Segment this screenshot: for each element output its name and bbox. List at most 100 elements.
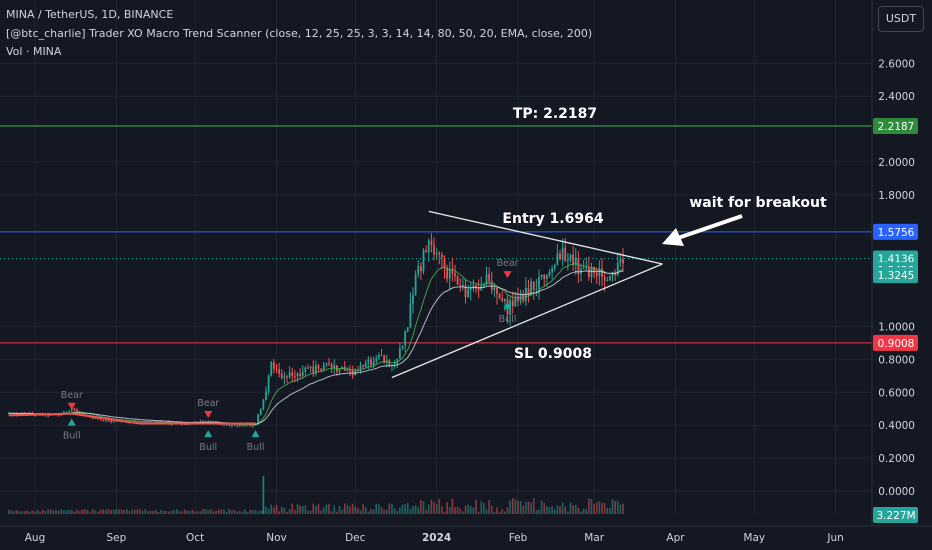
candle-body [566,259,569,261]
candle-body [396,358,399,364]
volume-bar [462,511,464,514]
volume-bar [556,505,559,514]
candle-body [309,366,312,368]
volume-bar [493,511,496,514]
candle-body [144,421,147,423]
volume-bar [343,503,346,514]
volume-bar [469,506,472,514]
volume-bar [514,499,517,514]
volume-bar [417,507,420,514]
candle-body [572,254,575,265]
volume-bar [406,502,409,514]
volume-bar [81,509,84,514]
volume-bar [280,506,283,514]
volume-bar [110,510,112,514]
candle-body [619,258,622,263]
volume-bar [168,511,170,514]
volume-bar [464,505,467,514]
candle-body [356,370,359,372]
candle-body [598,268,601,277]
volume-bar [47,509,49,514]
breakout-arrow-shaft [677,214,743,240]
volume-bar [149,510,152,514]
candle-body [543,274,546,279]
candle-body [461,285,464,287]
price-tag-text: 2.2187 [878,121,915,133]
volume-bar [553,509,556,514]
volume-bar [317,504,320,514]
volume-bar [454,507,456,514]
volume-bar [126,509,128,514]
volume-bar [212,511,215,514]
volume-bar [427,504,430,514]
candle-body [304,367,307,372]
candle-body [307,367,309,369]
x-tick-label: Sep [106,532,126,544]
volume-bar [606,507,609,514]
price-tag-text: 0.9008 [878,338,915,350]
volume-legend[interactable]: Vol · MINA [6,45,62,58]
volume-bar [21,511,23,514]
volume-bar [509,500,511,514]
candle-body [603,277,606,281]
x-tick-label: Apr [666,532,685,544]
candle-body [464,285,467,298]
volume-bar [425,509,427,514]
volume-bar [380,507,383,514]
candle-body [404,331,407,346]
candle-body [83,413,86,415]
volume-bar [270,504,273,514]
volume-bar [183,509,186,514]
candle-body [283,376,286,379]
candle-body [595,272,598,277]
volume-bar [60,509,63,514]
indicator-legend[interactable]: [@btc_charlie] Trader XO Macro Trend Sca… [6,27,593,40]
candle-body [99,419,102,421]
price-tag-text: 1.5756 [878,227,915,239]
volume-bar [99,509,102,514]
volume-bar [181,511,183,514]
volume-bar [249,509,252,514]
currency-button[interactable]: USDT [878,6,924,32]
symbol-title[interactable]: MINA / TetherUS, 1D, BINANCE [6,8,174,21]
x-tick-label: Jun [826,532,843,544]
volume-bar [39,511,42,514]
candle-body [280,373,283,379]
volume-bar [139,509,141,514]
candle-body [372,361,375,366]
volume-bar [522,505,525,514]
candle-body [477,288,480,291]
volume-bar [540,500,543,514]
candle-body [485,274,488,285]
volume-bar [346,504,349,514]
volume-bar [359,510,362,514]
volume-bar [89,511,91,514]
candle-body [496,287,498,294]
candle-body [377,355,380,359]
volume-bar [23,510,26,514]
volume-bar [52,510,55,514]
candle-body [456,276,459,285]
volume-bar [446,502,448,514]
entry-price-tag [873,223,918,240]
volume-bar [451,498,454,514]
candle-body [228,423,231,427]
y-tick-label: 2.4000 [878,91,915,103]
volume-bar [241,511,244,514]
volume-bar [278,511,280,514]
candle-body [233,424,236,426]
candle-body [574,257,577,265]
candle-body [532,281,535,290]
volume-bar [438,499,441,514]
candle-body [545,275,548,279]
candle-body [68,410,71,412]
volume-bar [13,511,15,514]
candle-body [110,420,113,422]
volume-bar [443,511,446,514]
volume-bar [68,509,70,514]
volume-bar [433,502,435,514]
volume-bar [375,503,378,514]
candle-body [501,298,504,302]
